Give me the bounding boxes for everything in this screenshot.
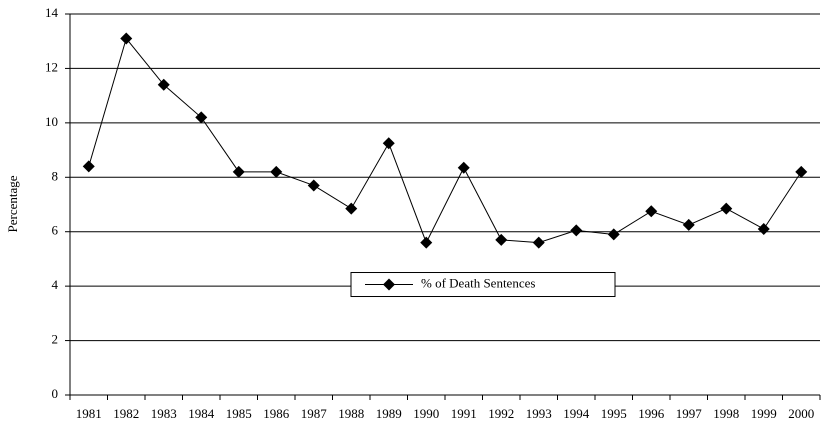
- marker: [307, 179, 320, 192]
- y-tick-label: 14: [45, 5, 59, 20]
- y-tick-label: 0: [52, 386, 59, 401]
- marker: [345, 202, 358, 215]
- marker: [720, 202, 733, 215]
- marker: [607, 228, 620, 241]
- marker: [420, 236, 433, 249]
- marker: [682, 218, 695, 231]
- x-tick-label: 1981: [76, 406, 102, 421]
- y-axis-label: Percentage: [5, 175, 20, 232]
- x-tick-label: 1992: [488, 406, 514, 421]
- y-tick-label: 4: [52, 277, 59, 292]
- y-tick-label: 6: [52, 223, 59, 238]
- x-tick-label: 1999: [751, 406, 777, 421]
- y-tick-label: 8: [52, 168, 59, 183]
- x-tick-label: 1995: [601, 406, 627, 421]
- marker: [270, 165, 283, 178]
- y-tick-label: 12: [45, 59, 58, 74]
- marker: [157, 78, 170, 91]
- x-tick-label: 1987: [301, 406, 328, 421]
- marker: [795, 165, 808, 178]
- x-tick-label: 2000: [788, 406, 814, 421]
- marker: [532, 236, 545, 249]
- x-tick-label: 1990: [413, 406, 439, 421]
- x-tick-label: 1985: [226, 406, 252, 421]
- legend-label: % of Death Sentences: [421, 275, 535, 290]
- marker: [457, 161, 470, 174]
- legend-marker: [383, 278, 395, 291]
- marker: [120, 32, 133, 45]
- marker: [495, 233, 508, 246]
- x-tick-label: 1989: [376, 406, 402, 421]
- marker: [82, 160, 95, 173]
- marker: [570, 224, 583, 237]
- y-tick-label: 2: [52, 332, 59, 347]
- x-tick-label: 1983: [151, 406, 177, 421]
- x-tick-label: 1982: [113, 406, 139, 421]
- x-tick-label: 1994: [563, 406, 590, 421]
- marker: [645, 205, 658, 218]
- x-tick-label: 1986: [263, 406, 290, 421]
- x-tick-label: 1988: [338, 406, 364, 421]
- marker: [232, 165, 245, 178]
- line: [88, 37, 802, 244]
- marker: [757, 222, 770, 235]
- marker: [195, 111, 208, 124]
- x-tick-label: 1993: [526, 406, 552, 421]
- marker: [382, 137, 395, 150]
- x-tick-label: 1997: [676, 406, 703, 421]
- x-tick-label: 1998: [713, 406, 739, 421]
- x-tick-label: 1996: [638, 406, 665, 421]
- y-tick-label: 10: [45, 114, 58, 129]
- x-tick-label: 1991: [451, 406, 477, 421]
- x-tick-label: 1984: [188, 406, 215, 421]
